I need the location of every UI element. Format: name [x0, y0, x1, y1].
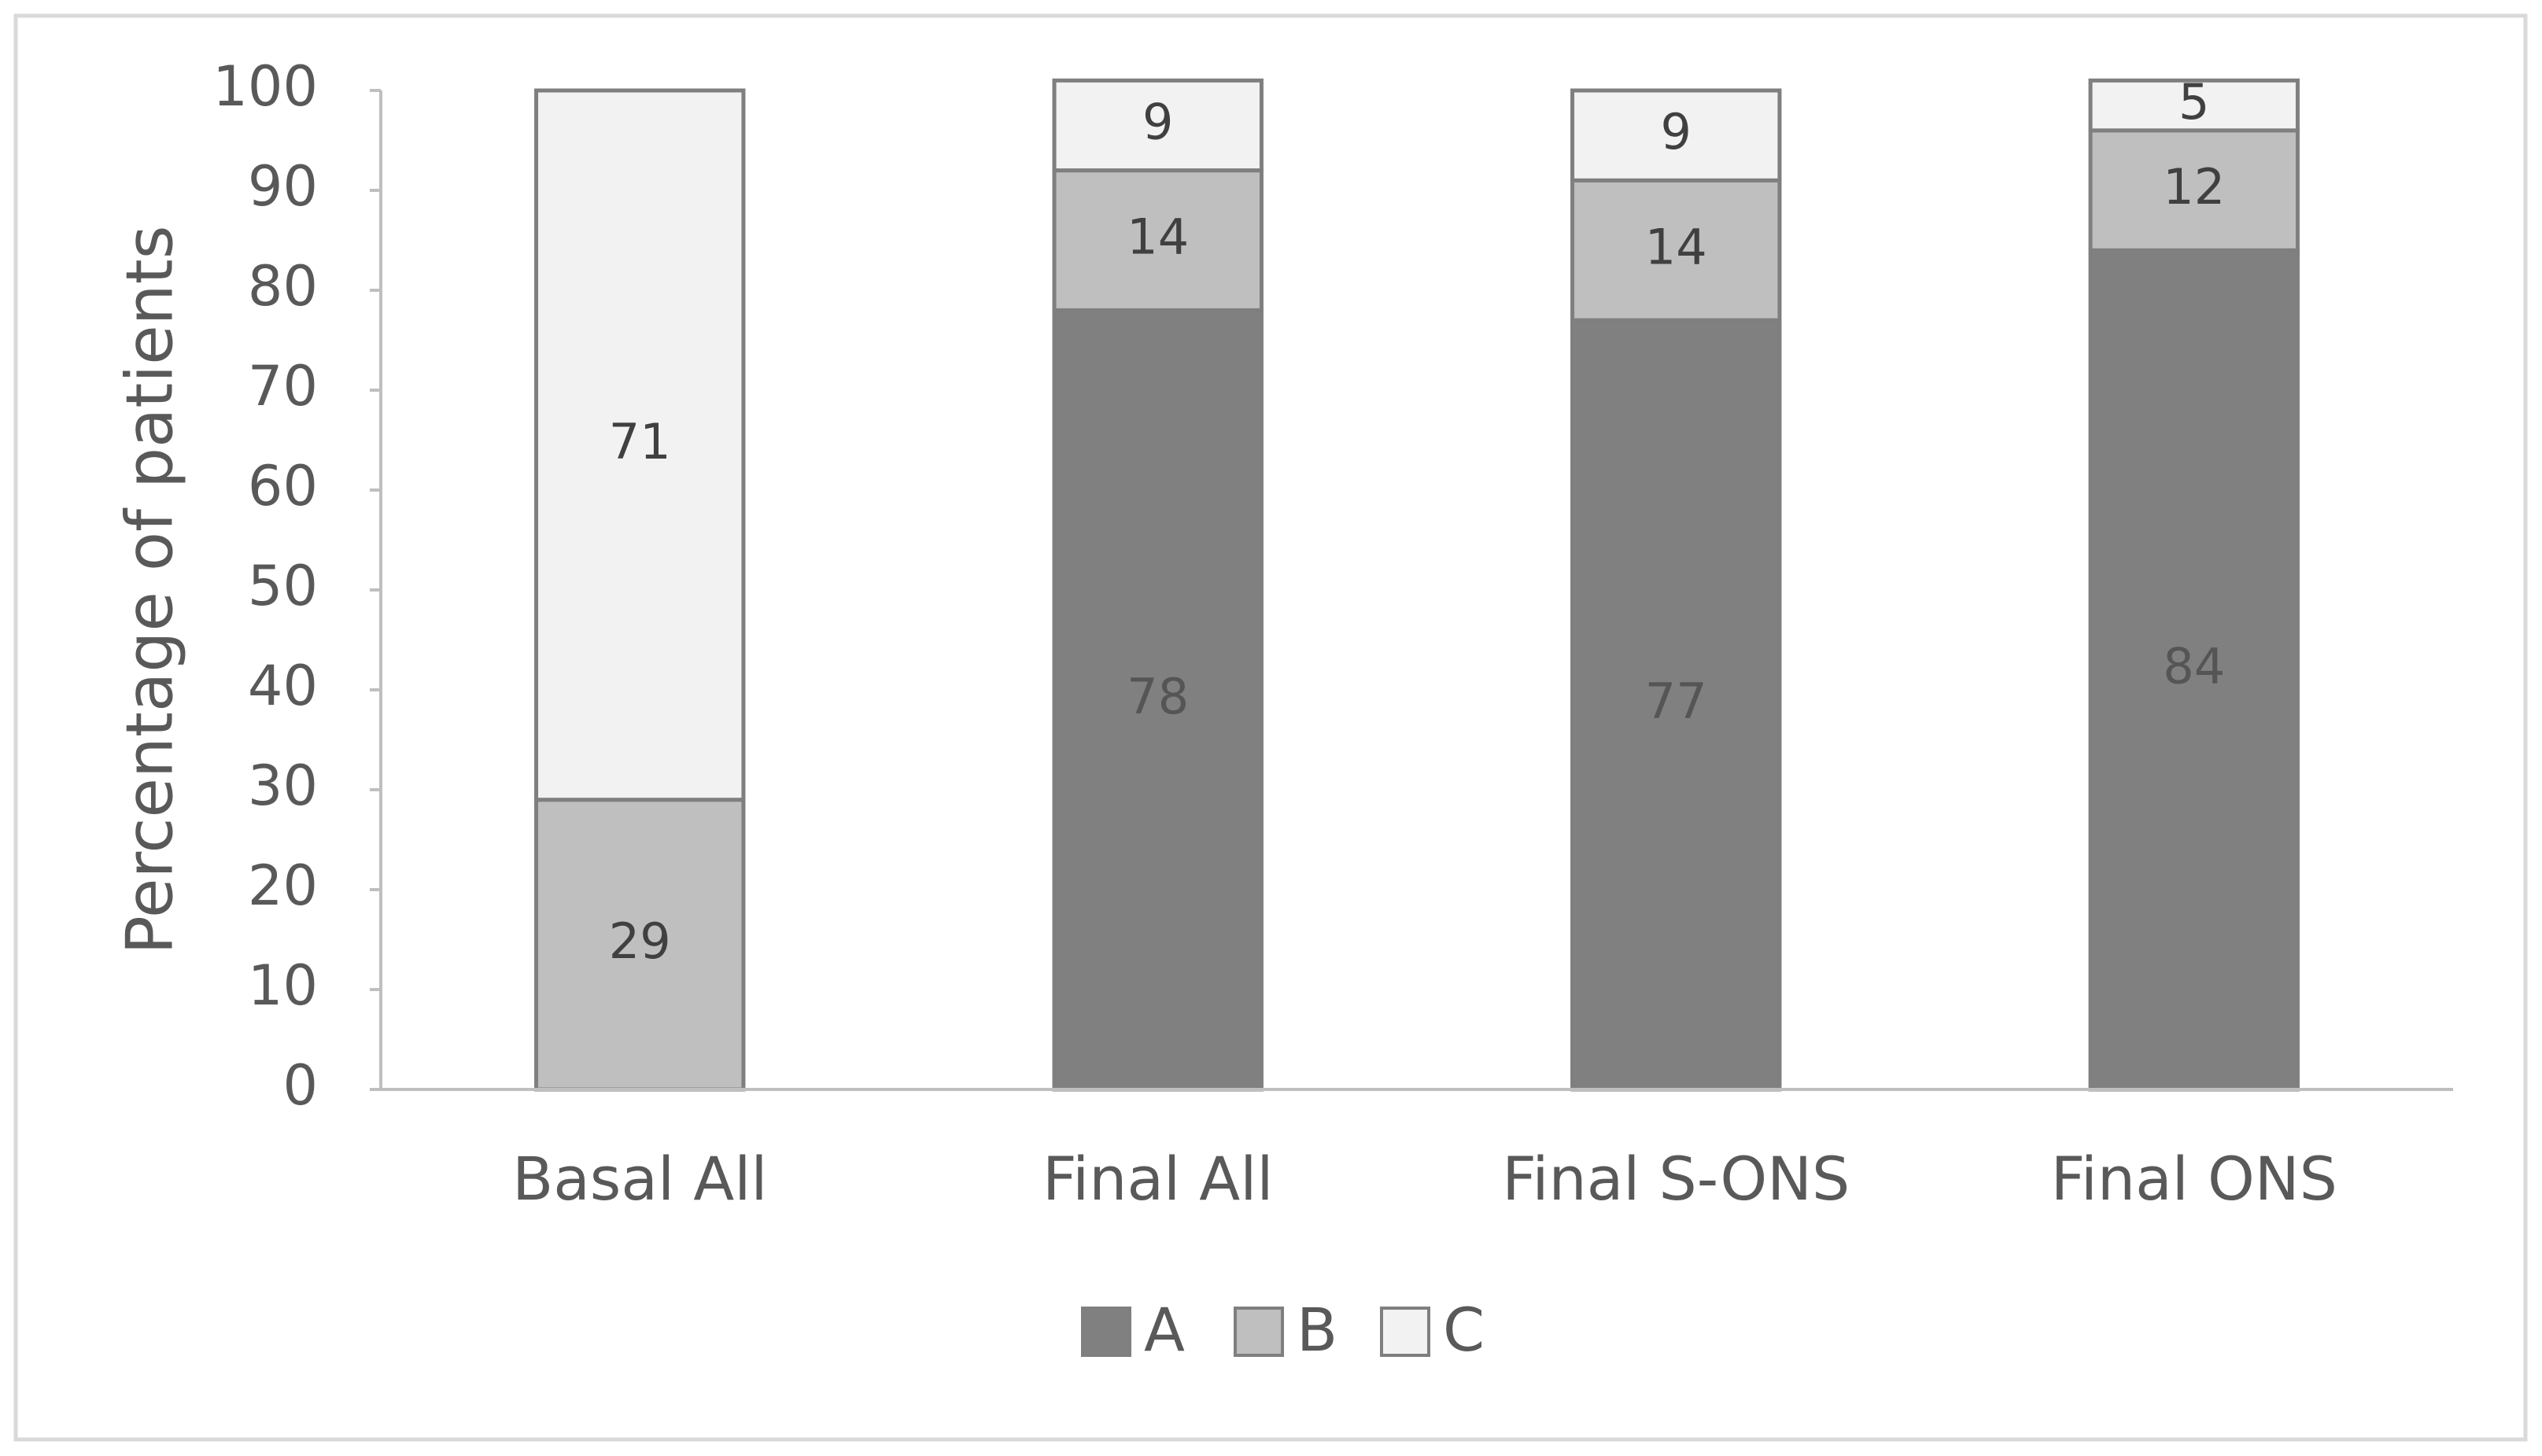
- legend-swatch: [1380, 1307, 1430, 1357]
- legend-label: A: [1144, 1295, 1185, 1365]
- y-tick-label: 40: [248, 654, 318, 718]
- x-tick-label: Final All: [1042, 1144, 1274, 1214]
- y-tick-label: 100: [212, 54, 318, 119]
- data-label: 5: [2179, 73, 2209, 131]
- bar-segment: [2088, 78, 2300, 133]
- x-tick-label: Basal All: [512, 1144, 767, 1214]
- x-tick-label: Final S-ONS: [1502, 1144, 1850, 1214]
- data-label: 9: [1661, 103, 1692, 160]
- data-label: 78: [1127, 668, 1189, 725]
- data-label: 84: [2163, 638, 2225, 695]
- data-label: 9: [1142, 94, 1173, 151]
- bar-segment: [1570, 88, 1782, 182]
- bar-segment: [2088, 128, 2300, 252]
- y-tick-label: 60: [248, 454, 318, 518]
- y-axis-title: Percentage of patients: [113, 226, 187, 955]
- x-tick-label: Final ONS: [2051, 1144, 2337, 1214]
- y-tick-label: 50: [248, 554, 318, 618]
- bar-segment: [534, 88, 746, 802]
- data-label: 71: [609, 413, 671, 470]
- y-tick-label: 90: [248, 154, 318, 219]
- data-label: 12: [2163, 158, 2225, 216]
- bar-segment: [1052, 168, 1264, 312]
- y-tick-label: 70: [248, 354, 318, 418]
- legend-label: C: [1443, 1295, 1485, 1365]
- legend-label: B: [1297, 1295, 1337, 1365]
- bar-segment: [1570, 318, 1782, 1092]
- data-label: 29: [609, 912, 671, 970]
- data-label: 14: [1127, 208, 1189, 266]
- y-tick-label: 80: [248, 254, 318, 319]
- y-tick-label: 10: [248, 953, 318, 1018]
- y-tick-label: 30: [248, 754, 318, 818]
- legend-swatch: [1234, 1307, 1284, 1357]
- legend-swatch: [1081, 1307, 1131, 1357]
- bar-segment: [2088, 248, 2300, 1092]
- bar-segment: [1052, 78, 1264, 173]
- y-tick-label: 0: [282, 1053, 318, 1118]
- y-tick-label: 20: [248, 853, 318, 918]
- data-label: 14: [1645, 218, 1707, 275]
- bar-segment: [1570, 178, 1782, 323]
- data-label: 77: [1645, 673, 1707, 730]
